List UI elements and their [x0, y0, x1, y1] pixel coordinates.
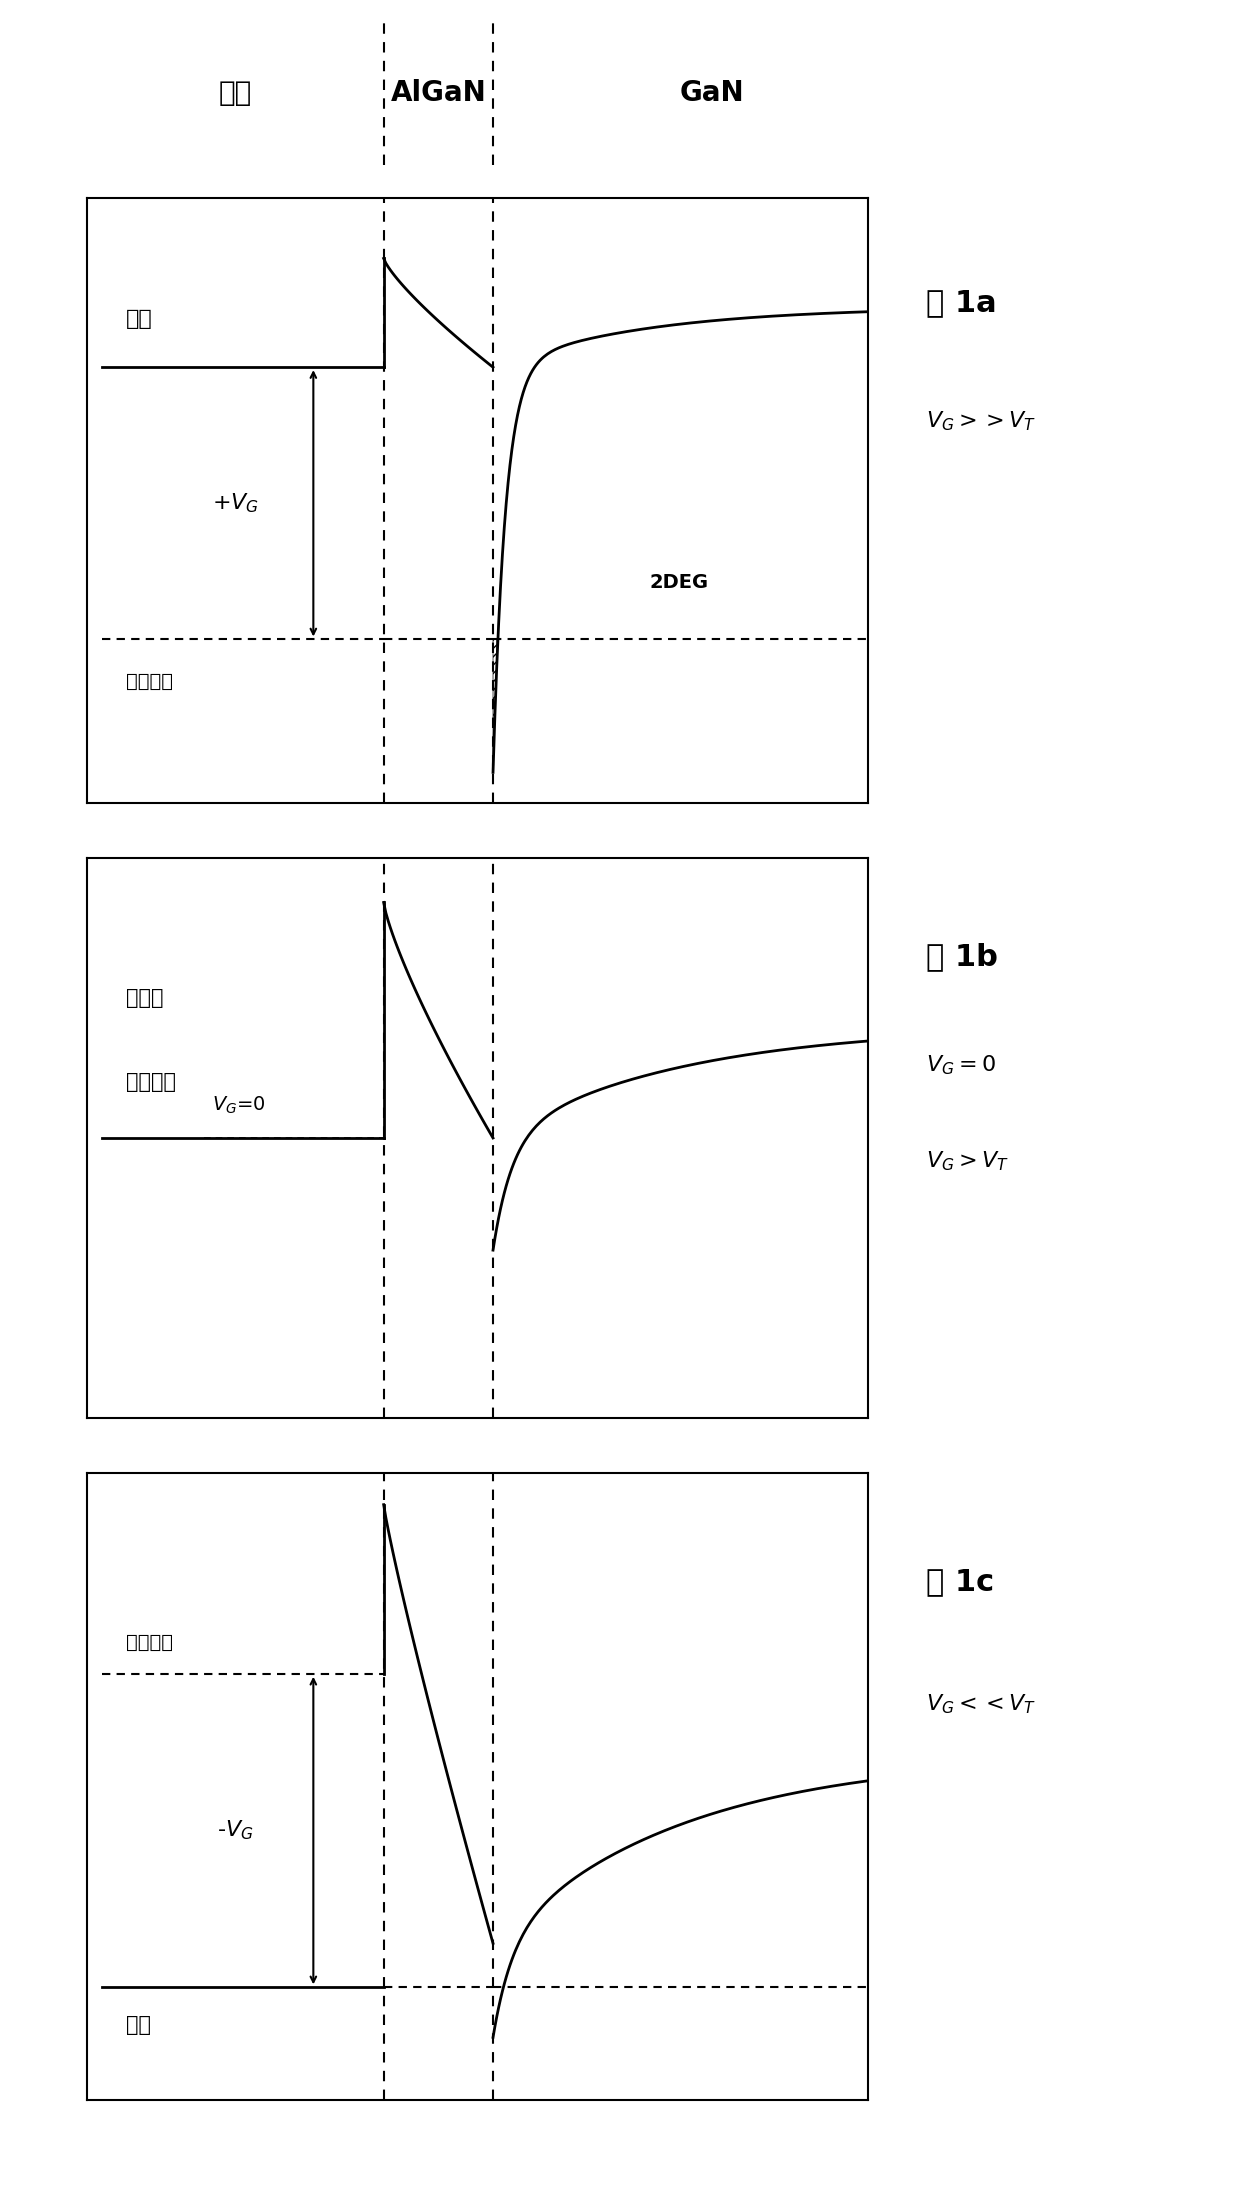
- Text: 2DEG: 2DEG: [650, 574, 708, 592]
- Text: 导带和: 导带和: [126, 987, 164, 1007]
- Text: 导带: 导带: [126, 2014, 151, 2034]
- Text: AlGaN: AlGaN: [391, 79, 486, 108]
- Text: $V_G=0$: $V_G=0$: [926, 1053, 996, 1078]
- Text: GaN: GaN: [680, 79, 744, 108]
- Text: 费米能级: 费米能级: [126, 673, 172, 690]
- Text: 费米能级: 费米能级: [126, 1071, 176, 1093]
- Text: 栅极: 栅极: [218, 79, 252, 108]
- Text: 图 1a: 图 1a: [926, 288, 997, 317]
- Text: 图 1c: 图 1c: [926, 1568, 994, 1596]
- Text: 导带: 导带: [126, 308, 153, 330]
- Text: $V_G$=0: $V_G$=0: [212, 1095, 265, 1115]
- Text: $V_G>>V_T$: $V_G>>V_T$: [926, 409, 1037, 433]
- Text: 费米能级: 费米能级: [126, 1634, 172, 1651]
- Text: $V_G>V_T$: $V_G>V_T$: [926, 1150, 1009, 1172]
- Text: -$V_G$: -$V_G$: [217, 1819, 253, 1843]
- Text: $V_G<<V_T$: $V_G<<V_T$: [926, 1693, 1037, 1715]
- Text: 图 1b: 图 1b: [926, 941, 998, 970]
- Text: +$V_G$: +$V_G$: [212, 493, 259, 515]
